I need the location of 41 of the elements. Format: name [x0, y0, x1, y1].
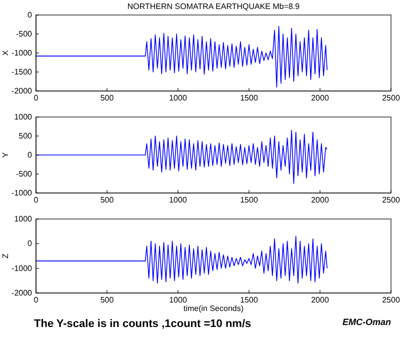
x-tick-label: 1500 — [240, 196, 258, 205]
text: The Y-scale is in counts ,1count =10 nm/s — [34, 318, 252, 330]
y-tick-label: -500 — [16, 170, 33, 179]
text: EMC-Oman — [342, 317, 392, 327]
y-tick-label: -1500 — [12, 68, 33, 77]
x-axis-title: time(in Seconds) — [183, 304, 244, 313]
y-tick-label: -2000 — [12, 288, 33, 298]
x-tick-label: 2500 — [382, 196, 400, 205]
y-tick-label: 0 — [28, 239, 33, 248]
x-tick-label: 0 — [34, 296, 39, 305]
x-tick-label: 2000 — [311, 94, 330, 103]
x-tick-label: 1000 — [169, 94, 188, 103]
x-tick-label: 500 — [100, 94, 114, 103]
y-tick-label: 500 — [18, 132, 33, 141]
y-tick-label: 1000 — [14, 112, 33, 122]
y-tick-label: 0 — [28, 10, 33, 20]
x-tick-label: 500 — [100, 196, 114, 205]
y-axis-title: Z — [1, 253, 10, 258]
y-axis-title: Y — [1, 152, 10, 158]
x-tick-label: 2000 — [311, 296, 330, 305]
x-tick-label: 2500 — [382, 296, 400, 305]
chart-title: NORTHERN SOMATRA EARTHQUAKE Mb=8.9 — [127, 2, 300, 11]
y-tick-label: -1000 — [12, 188, 33, 198]
y-tick-label: 1000 — [14, 214, 33, 224]
x-tick-label: 0 — [34, 196, 39, 205]
line-series — [36, 236, 328, 284]
line-series — [36, 26, 328, 88]
y-tick-label: -2000 — [12, 86, 33, 96]
y-tick-label: -500 — [16, 30, 33, 39]
x-tick-label: 1500 — [240, 296, 258, 305]
x-tick-label: 2500 — [382, 94, 400, 103]
x-tick-label: 1000 — [169, 196, 188, 205]
x-tick-label: 500 — [100, 296, 114, 305]
x-tick-label: 1500 — [240, 94, 258, 103]
y-tick-label: -1000 — [12, 48, 33, 58]
y-axis-title: X — [1, 50, 10, 56]
x-tick-label: 0 — [34, 94, 39, 103]
x-tick-label: 2000 — [311, 196, 330, 205]
x-tick-label: 1000 — [169, 296, 188, 305]
y-tick-label: 0 — [28, 150, 33, 160]
y-tick-label: -1000 — [12, 264, 33, 273]
